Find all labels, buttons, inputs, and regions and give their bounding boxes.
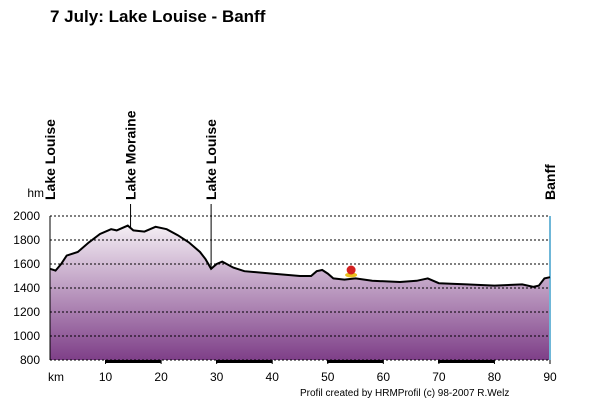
- x-axis-bars: [105, 359, 494, 363]
- waypoint-label: Banff: [542, 164, 558, 200]
- x-tick-label: 10: [99, 370, 113, 384]
- y-axis-label: hm: [27, 186, 44, 200]
- area-fill: [50, 225, 550, 360]
- elevation-line: [49, 224, 551, 288]
- x-tick-label: 60: [377, 370, 391, 384]
- y-tick-label: 1400: [13, 281, 40, 295]
- x-tick-label: 30: [210, 370, 224, 384]
- marker: [346, 265, 356, 275]
- waypoint-label: Lake Louise: [42, 119, 58, 200]
- marker-base: [345, 272, 358, 278]
- x-tick-label: 90: [543, 370, 557, 384]
- y-tick-label: 1800: [13, 233, 40, 247]
- chart-title: 7 July: Lake Louise - Banff: [50, 7, 266, 26]
- x-tick-label: 50: [321, 370, 335, 384]
- y-tick-label: 800: [20, 353, 40, 367]
- x-tick-label: 80: [488, 370, 502, 384]
- waypoint-label: Lake Louise: [203, 119, 219, 200]
- waypoint-label: Lake Moraine: [123, 110, 139, 200]
- x-axis-label: km: [48, 370, 64, 384]
- credit: Profil created by HRMProfil (c) 98-2007 …: [300, 388, 509, 399]
- y-tick-label: 1200: [13, 305, 40, 319]
- y-tick-label: 1600: [13, 257, 40, 271]
- x-tick-label: 40: [266, 370, 280, 384]
- x-tick-label: 20: [154, 370, 168, 384]
- x-tick-label: 70: [432, 370, 446, 384]
- y-tick-label: 1000: [13, 329, 40, 343]
- y-tick-label: 2000: [13, 209, 40, 223]
